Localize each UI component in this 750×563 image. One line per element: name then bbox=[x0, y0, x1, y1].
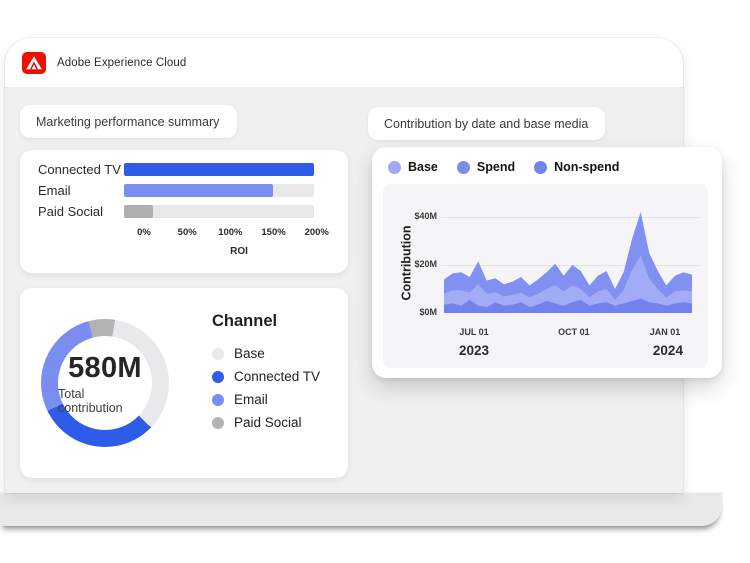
roi-bar-row: Email bbox=[20, 183, 348, 198]
laptop-base bbox=[0, 493, 722, 526]
summary-title: Marketing performance summary bbox=[36, 114, 220, 129]
channel-legend-item[interactable]: Paid Social bbox=[212, 411, 320, 434]
roi-bar-label: Paid Social bbox=[38, 204, 104, 219]
roi-bar-label: Email bbox=[38, 183, 71, 198]
area-legend-item[interactable]: Base bbox=[388, 160, 438, 174]
roi-bar-fill bbox=[124, 163, 314, 176]
legend-dot-icon bbox=[212, 347, 224, 360]
roi-axis: 0% 50% 100% 150% 200% bbox=[20, 227, 348, 239]
donut-center-value: 580M bbox=[68, 351, 142, 384]
roi-bar-label: Connected TV bbox=[38, 162, 121, 177]
roi-bar-track bbox=[124, 163, 314, 176]
roi-axis-tick: 100% bbox=[218, 227, 243, 238]
roi-bar-track bbox=[124, 205, 314, 218]
legend-dot-icon bbox=[456, 160, 470, 174]
roi-axis-tick: 150% bbox=[261, 227, 286, 238]
year-label: 2024 bbox=[652, 343, 683, 358]
area-series-non-spend bbox=[444, 298, 692, 313]
stacked-area-chart bbox=[444, 212, 692, 313]
channel-legend-item[interactable]: Base bbox=[212, 342, 320, 365]
roi-bar-row: Paid Social bbox=[20, 204, 348, 219]
roi-bar-row: Connected TV bbox=[20, 162, 348, 177]
y-tick-40m: $40M bbox=[414, 211, 437, 221]
roi-bar-rows: Connected TV Email Paid Social bbox=[20, 162, 348, 219]
roi-axis-tick: 200% bbox=[304, 227, 329, 238]
contribution-title-pill: Contribution by date and base media bbox=[368, 107, 605, 140]
roi-bar-fill bbox=[124, 184, 274, 197]
donut-chart: 580M Total contribution bbox=[41, 319, 169, 447]
channel-legend-label: Paid Social bbox=[234, 415, 302, 430]
donut-card: 580M Total contribution Channel Base Conn… bbox=[20, 288, 348, 478]
roi-chart-card: Connected TV Email Paid Social 0% 50% 100% 15… bbox=[20, 150, 348, 273]
legend-dot-icon bbox=[212, 370, 224, 383]
legend-dot-icon bbox=[534, 160, 548, 174]
area-chart-legend: Base Spend Non-spend bbox=[388, 158, 619, 176]
area-legend-label: Spend bbox=[476, 160, 516, 174]
contribution-card: Base Spend Non-spend Contribution $0M $20M… bbox=[372, 147, 722, 378]
x-axis-tick: OCT 01 bbox=[558, 327, 590, 337]
donut-center: 580M Total contribution bbox=[58, 336, 152, 430]
area-chart-panel: Contribution $0M $20M $40M JUL 01 OCT 01 J… bbox=[383, 184, 708, 368]
channel-legend-label: Email bbox=[234, 392, 268, 407]
area-legend-label: Non-spend bbox=[554, 160, 620, 174]
channel-legend-label: Base bbox=[234, 346, 265, 361]
gridline-40m bbox=[441, 217, 701, 218]
roi-axis-tick: 0% bbox=[137, 227, 151, 238]
channel-legend-items: Base Connected TV Email Paid Social bbox=[212, 342, 320, 434]
brand-name: Adobe Experience Cloud bbox=[57, 56, 187, 69]
roi-axis-tick: 50% bbox=[177, 227, 197, 238]
roi-axis-title: ROI bbox=[230, 246, 248, 257]
gridline-20m bbox=[441, 265, 701, 266]
legend-dot-icon bbox=[388, 160, 401, 174]
channel-legend-item[interactable]: Connected TV bbox=[212, 365, 320, 388]
channel-legend-item[interactable]: Email bbox=[212, 388, 320, 411]
contribution-title: Contribution by date and base media bbox=[384, 116, 589, 131]
y-tick-0m: $0M bbox=[419, 307, 437, 317]
roi-bar-track bbox=[124, 184, 314, 197]
area-series-base bbox=[444, 255, 692, 313]
area-legend-label: Base bbox=[408, 160, 438, 174]
legend-dot-icon bbox=[212, 393, 224, 406]
donut-center-label: Total contribution bbox=[58, 386, 123, 415]
summary-title-pill: Marketing performance summary bbox=[20, 105, 237, 138]
channel-legend-title: Channel bbox=[212, 312, 278, 330]
y-tick-20m: $20M bbox=[414, 259, 437, 269]
roi-bar-fill bbox=[124, 205, 154, 218]
app-topbar: Adobe Experience Cloud bbox=[5, 38, 683, 88]
x-axis-tick: JUL 01 bbox=[459, 327, 489, 337]
year-label: 2023 bbox=[458, 343, 490, 358]
area-legend-item[interactable]: Spend bbox=[456, 160, 516, 174]
channel-legend: Channel Base Connected TV Email Paid Social bbox=[212, 312, 320, 434]
channel-legend-label: Connected TV bbox=[234, 369, 321, 384]
x-axis-tick: JAN 01 bbox=[649, 327, 681, 337]
adobe-logo-icon bbox=[22, 51, 46, 74]
area-legend-item[interactable]: Non-spend bbox=[534, 160, 619, 174]
legend-dot-icon bbox=[212, 416, 224, 429]
